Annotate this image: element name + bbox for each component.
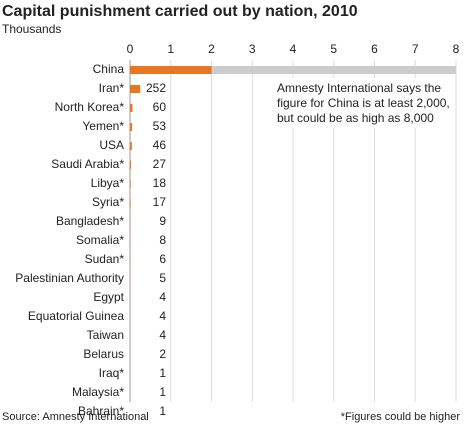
footnote: *Figures could be higher — [341, 411, 461, 423]
value-label: 8 — [159, 233, 166, 247]
bar — [130, 123, 133, 131]
y-tick-label: Sudan* — [85, 252, 125, 266]
y-tick-label: Iran* — [99, 81, 125, 95]
x-tick-label: 7 — [412, 42, 419, 56]
y-tick-label: North Korea* — [55, 100, 125, 114]
x-tick-label: 6 — [371, 42, 378, 56]
y-tick-label: Belarus — [83, 347, 124, 361]
value-label: 60 — [153, 100, 167, 114]
source: Source: Amnesty International — [2, 411, 149, 423]
y-tick-label: Syria* — [92, 195, 124, 209]
x-tick-label: 3 — [249, 42, 256, 56]
value-label: 6 — [159, 252, 166, 266]
value-label: 4 — [159, 328, 166, 342]
y-tick-label: Malaysia* — [72, 385, 124, 399]
y-tick-label: Yemen* — [82, 119, 124, 133]
y-tick-label: Egypt — [93, 290, 124, 304]
value-label: 4 — [159, 309, 166, 323]
x-tick-label: 1 — [167, 42, 174, 56]
x-tick-label: 4 — [290, 42, 297, 56]
bar — [130, 85, 141, 93]
value-label: 5 — [159, 271, 166, 285]
range-bar — [211, 66, 456, 74]
y-tick-label: Bahrain* — [78, 404, 124, 418]
value-label: 46 — [153, 138, 167, 152]
x-tick-label: 2 — [208, 42, 215, 56]
value-label: 1 — [159, 404, 166, 418]
bar — [130, 180, 131, 188]
y-tick-label: Iraq* — [99, 366, 125, 380]
y-tick-label: Somalia* — [76, 233, 124, 247]
bar — [130, 66, 212, 74]
annotation-box — [272, 78, 452, 128]
y-tick-label: USA — [99, 138, 124, 152]
y-tick-label: Libya* — [91, 176, 125, 190]
value-label: 27 — [153, 157, 167, 171]
value-label: 4 — [159, 290, 166, 304]
value-label: 53 — [153, 119, 167, 133]
x-tick-label: 8 — [453, 42, 460, 56]
value-label: 17 — [153, 195, 167, 209]
annotation: but could be as high as 8,000 — [277, 111, 434, 125]
y-tick-label: Bangladesh* — [56, 214, 124, 228]
bar — [130, 142, 132, 150]
bar — [130, 104, 133, 112]
annotation: figure for China is at least 2,000, — [277, 96, 450, 110]
y-tick-label: Saudi Arabia* — [51, 157, 124, 171]
bar — [130, 161, 132, 169]
x-tick-label: 5 — [330, 42, 337, 56]
y-tick-label: Taiwan — [87, 328, 124, 342]
annotation: Amnesty International says the — [277, 81, 441, 95]
subtitle: Thousands — [2, 22, 61, 36]
chart-title: Capital punishment carried out by nation… — [2, 3, 358, 20]
value-label: 1 — [159, 366, 166, 380]
value-label: 18 — [153, 176, 167, 190]
value-label: 1 — [159, 385, 166, 399]
value-label: 252 — [146, 81, 166, 95]
y-tick-label: Palestinian Authority — [15, 271, 124, 285]
y-tick-label: Equatorial Guinea — [28, 309, 124, 323]
value-label: 2 — [159, 347, 166, 361]
value-label: 9 — [159, 214, 166, 228]
x-tick-label: 0 — [127, 42, 134, 56]
bar — [130, 199, 131, 207]
y-tick-label: China — [93, 62, 125, 76]
